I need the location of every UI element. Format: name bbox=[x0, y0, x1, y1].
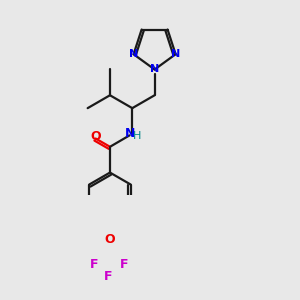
Text: H: H bbox=[133, 131, 142, 141]
Text: N: N bbox=[129, 49, 138, 59]
Text: N: N bbox=[171, 49, 180, 59]
Text: N: N bbox=[150, 64, 159, 74]
Text: F: F bbox=[120, 258, 128, 271]
Text: O: O bbox=[90, 130, 101, 143]
Text: O: O bbox=[105, 233, 115, 246]
Text: F: F bbox=[90, 258, 98, 271]
Text: F: F bbox=[104, 270, 112, 283]
Text: N: N bbox=[125, 128, 135, 140]
